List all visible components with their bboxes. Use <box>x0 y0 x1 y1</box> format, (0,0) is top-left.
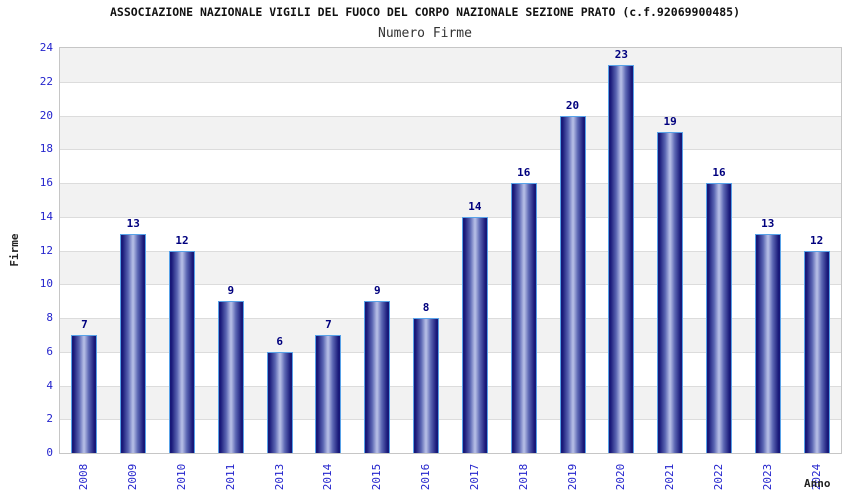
x-tick-label: 2013 <box>272 463 286 491</box>
bar <box>510 183 537 453</box>
chart-subtitle: Numero Firme <box>378 26 472 41</box>
bar-value-label: 9 <box>227 284 235 298</box>
grid-band <box>60 115 841 150</box>
y-tick-label: 10 <box>39 277 53 291</box>
y-tick-label: 18 <box>39 142 53 156</box>
bar <box>754 233 781 453</box>
grid-line <box>60 81 841 83</box>
chart-title: ASSOCIAZIONE NAZIONALE VIGILI DEL FUOCO … <box>109 5 741 19</box>
bar <box>657 132 684 453</box>
bar-value-label: 16 <box>712 166 726 179</box>
grid-line <box>60 351 841 353</box>
grid-line <box>60 216 841 218</box>
x-tick-label: 2023 <box>760 463 774 491</box>
bar <box>705 183 732 453</box>
bar-value-label: 13 <box>761 216 775 230</box>
x-tick-label: 2015 <box>370 463 384 491</box>
grid-band <box>60 48 841 82</box>
y-tick-label: 2 <box>46 412 53 426</box>
bar-value-label: 20 <box>565 98 580 112</box>
x-tick-label: 2009 <box>126 463 140 491</box>
y-tick-label: 6 <box>46 344 53 358</box>
y-tick-label: 4 <box>46 378 53 392</box>
grid-line <box>60 318 841 319</box>
grid-line <box>60 419 841 421</box>
bar <box>559 115 586 453</box>
y-tick-label: 16 <box>39 176 53 189</box>
grid-line <box>60 149 841 151</box>
bar-value-label: 16 <box>517 166 531 179</box>
bar <box>364 301 391 453</box>
x-tick-label: 2011 <box>223 463 237 491</box>
x-tick-label: 2010 <box>175 463 189 491</box>
bar <box>315 334 342 453</box>
bar <box>71 334 98 453</box>
grid-line <box>60 385 841 387</box>
bar-value-label: 19 <box>663 115 677 129</box>
x-tick-label: 2014 <box>321 463 335 491</box>
x-axis-title: Anno <box>804 477 831 490</box>
plot-area: 0 2 4 6 8 10 12 14 16 18 20 22 24 7 2008 13 2009 12 2010 9 2… <box>40 41 842 490</box>
y-tick-label: 12 <box>39 243 53 257</box>
x-tick-label: 2021 <box>663 463 677 491</box>
bar-value-label: 13 <box>126 216 140 230</box>
bar-value-label: 6 <box>276 334 283 348</box>
x-tick-label: 2019 <box>565 463 579 491</box>
grid-line <box>60 284 841 286</box>
bar-value-label: 9 <box>373 284 381 298</box>
bar-value-label: 12 <box>175 233 189 247</box>
x-tick-label: 2016 <box>419 463 433 491</box>
y-tick-label: 0 <box>46 446 53 459</box>
y-tick-label: 20 <box>39 108 53 122</box>
bar <box>120 233 147 453</box>
bar <box>266 351 293 453</box>
bar-value-label: 7 <box>81 317 88 331</box>
bar <box>608 64 635 453</box>
bar <box>217 301 244 453</box>
bar-value-label: 14 <box>468 199 482 213</box>
bar <box>413 318 440 453</box>
bar <box>169 250 196 453</box>
x-tick-label: 2008 <box>77 463 91 491</box>
grid-line <box>60 115 841 117</box>
y-tick-label: 24 <box>39 41 53 54</box>
y-tick-label: 14 <box>39 209 53 223</box>
grid-line <box>60 250 841 252</box>
y-tick-label: 8 <box>46 311 53 324</box>
y-tick-label: 22 <box>39 74 53 88</box>
x-tick-label: 2020 <box>614 463 628 491</box>
bar-value-label: 8 <box>422 301 430 314</box>
x-tick-label: 2017 <box>467 463 481 491</box>
grid-line <box>60 183 841 184</box>
bar <box>461 216 488 453</box>
bar-value-label: 12 <box>809 233 824 247</box>
x-tick-label: 2018 <box>516 463 530 491</box>
x-tick-label: 2022 <box>711 463 725 491</box>
bar-value-label: 7 <box>325 317 332 331</box>
bar <box>803 250 830 453</box>
bar-value-label: 23 <box>614 47 628 61</box>
